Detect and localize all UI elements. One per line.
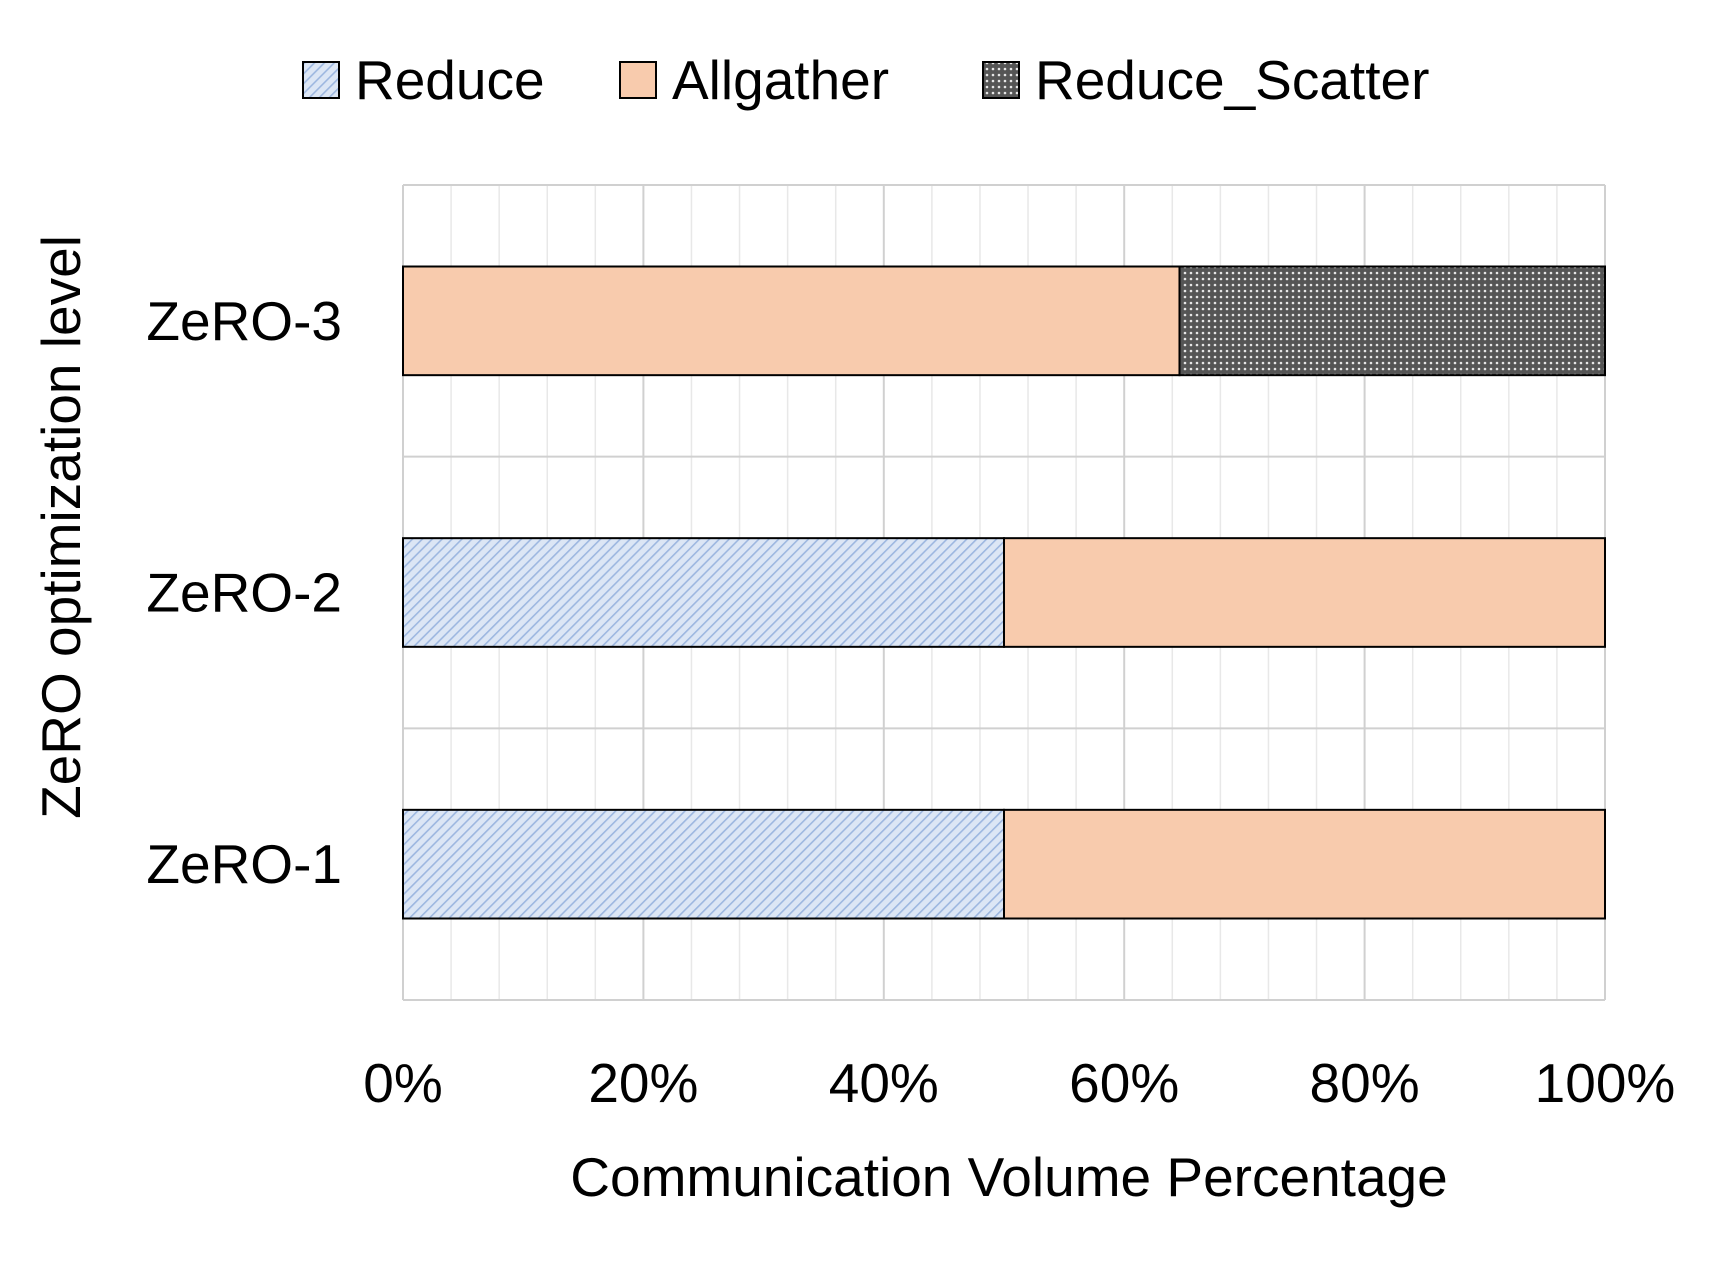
x-axis-title: Communication Volume Percentage (570, 1146, 1447, 1208)
bar-zero-2-allgather (1003, 537, 1606, 648)
bar-zero-3-allgather (402, 265, 1181, 377)
legend-swatch (982, 61, 1020, 99)
legend-label: Allgather (672, 49, 889, 111)
legend-label: Reduce (355, 49, 545, 111)
x-tick-label: 0% (363, 1052, 443, 1114)
bar-zero-3-reduce-scatter (1178, 265, 1606, 377)
bars (402, 265, 1606, 920)
legend: Reduce Allgather Reduce_Scatter (302, 49, 1429, 111)
bar-zero-1-reduce (402, 808, 1005, 920)
legend-item-reduce-scatter: Reduce_Scatter (982, 49, 1429, 111)
bar-zero-2-reduce (402, 537, 1005, 648)
category-label: ZeRO-3 (146, 290, 342, 352)
x-tick-label: 100% (1535, 1052, 1676, 1114)
x-tick-label: 80% (1310, 1052, 1420, 1114)
x-tick-label: 60% (1069, 1052, 1179, 1114)
legend-item-allgather: Allgather (619, 49, 889, 111)
legend-item-reduce: Reduce (302, 49, 545, 111)
category-labels: ZeRO-3 ZeRO-2 ZeRO-1 (146, 290, 342, 895)
legend-label: Reduce_Scatter (1035, 49, 1429, 111)
y-axis-title: ZeRO optimization level (30, 235, 92, 819)
legend-swatch (619, 61, 657, 99)
x-tick-labels: 0% 20% 40% 60% 80% 100% (363, 1052, 1675, 1114)
legend-swatch (302, 61, 340, 99)
bar-zero-1-allgather (1003, 808, 1606, 920)
category-label: ZeRO-1 (146, 833, 342, 895)
category-label: ZeRO-2 (146, 562, 342, 624)
x-tick-label: 40% (829, 1052, 939, 1114)
x-tick-label: 20% (588, 1052, 698, 1114)
